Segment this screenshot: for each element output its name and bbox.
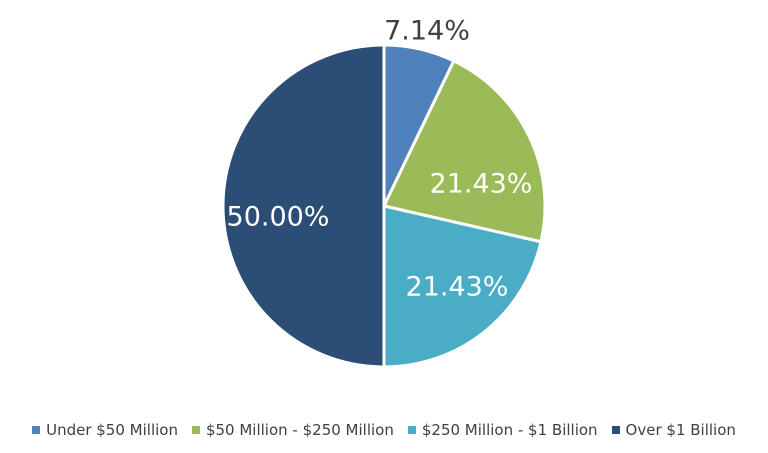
pie-slice-250m-1b — [382, 204, 543, 369]
legend-swatch — [407, 426, 416, 434]
pie-slice-50m-250m — [381, 58, 547, 244]
chart-legend: Under $50 Million $50 Million - $250 Mil… — [0, 421, 768, 439]
legend-label: $50 Million - $250 Million — [205, 421, 394, 439]
legend-item-250m-1b: $250 Million - $1 Billion — [407, 421, 598, 439]
legend-item-under-50m: Under $50 Million — [32, 421, 178, 439]
legend-item-50m-250m: $50 Million - $250 Million — [191, 421, 394, 439]
legend-label: Over $1 Billion — [625, 421, 736, 439]
data-label-over-1b: 50.00% — [227, 202, 330, 233]
legend-swatch — [32, 426, 41, 434]
data-label-250m-1b: 21.43% — [406, 272, 509, 303]
pie-slice-over-1b — [221, 43, 386, 369]
legend-swatch — [191, 426, 200, 434]
legend-label: $250 Million - $1 Billion — [421, 421, 598, 439]
data-label-50m-250m: 21.43% — [430, 169, 533, 200]
legend-item-over-1b: Over $1 Billion — [611, 421, 736, 439]
legend-label: Under $50 Million — [46, 421, 178, 439]
legend-swatch — [611, 426, 620, 434]
data-label-under-50m: 7.14% — [384, 16, 470, 47]
